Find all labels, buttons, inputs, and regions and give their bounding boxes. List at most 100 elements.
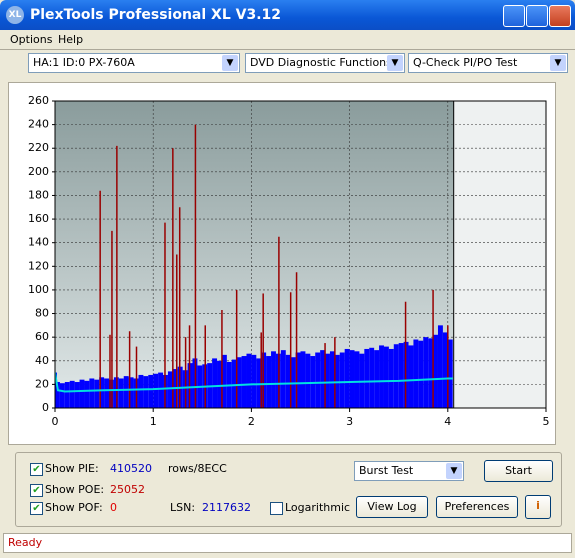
y-tick-label: 160 (28, 212, 49, 225)
y-tick-label: 100 (28, 283, 49, 296)
pie-bar (369, 347, 375, 408)
pie-bar (393, 344, 399, 408)
poe-label: Show POE: (45, 483, 105, 496)
pie-bar (74, 382, 80, 408)
pie-bar (364, 348, 370, 408)
function-select[interactable]: DVD Diagnostic Functions ▼ (245, 53, 405, 73)
pie-bar (442, 332, 448, 408)
pie-bar (418, 340, 424, 408)
menu-item[interactable]: Options (10, 33, 53, 46)
pie-bar (246, 353, 252, 408)
function-text: DVD Diagnostic Functions (250, 56, 392, 69)
pie-bar (413, 339, 419, 408)
pie-bar (153, 373, 159, 408)
x-tick-label: 4 (444, 415, 451, 428)
pie-bar (79, 379, 85, 408)
y-tick-label: 220 (28, 141, 49, 154)
pie-bar (433, 334, 438, 408)
pie-bar (55, 382, 60, 408)
pie-bar (437, 325, 443, 408)
pie-bar (143, 376, 149, 408)
pie-unit: rows/8ECC (168, 462, 227, 475)
x-tick-label: 0 (52, 415, 59, 428)
pie-bar (84, 380, 90, 408)
mode-select[interactable]: Burst Test ▼ (354, 461, 464, 481)
y-tick-label: 40 (35, 354, 49, 367)
drive-text: HA:1 ID:0 PX-760A (33, 56, 135, 69)
pie-bar (295, 352, 301, 408)
pof-checkbox[interactable]: ✔ (30, 502, 43, 515)
y-tick-label: 80 (35, 307, 49, 320)
pie-bar (104, 378, 110, 408)
chart: 0 20 40 60 80 100 120 140 160 180 200 220 240 260 0 1 2 3… (8, 82, 556, 445)
pie-bar (158, 372, 164, 408)
pie-bar (256, 358, 262, 408)
view-log-button[interactable]: View Log (356, 496, 428, 518)
pie-bar (280, 350, 286, 408)
pie-bar (339, 352, 345, 408)
y-tick-label: 20 (35, 377, 49, 390)
pie-bar (428, 338, 434, 408)
minimize-button[interactable] (503, 5, 525, 27)
start-button[interactable]: Start (484, 460, 553, 482)
status-text: Ready (8, 536, 43, 549)
log-label: Logarithmic (285, 501, 351, 514)
y-tick-label: 260 (28, 94, 49, 107)
y-tick-label: 0 (42, 401, 49, 414)
pie-bar (320, 350, 326, 408)
pie-bar (236, 357, 242, 408)
pie-bar (241, 356, 247, 408)
window-title: PlexTools Professional XL V3.12 (30, 7, 282, 23)
y-tick-label: 200 (28, 165, 49, 178)
pie-bar (69, 380, 75, 408)
close-button[interactable] (549, 5, 571, 27)
pie-bar (379, 345, 384, 408)
maximize-button[interactable] (526, 5, 548, 27)
pie-bar (423, 337, 429, 408)
pie-bar (59, 383, 65, 408)
y-tick-label: 140 (28, 236, 49, 249)
drive-select[interactable]: HA:1 ID:0 PX-760A ▼ (28, 53, 240, 73)
lsn-value: 2117632 (202, 501, 251, 514)
unscanned-area (453, 101, 546, 408)
y-tick-label: 120 (28, 259, 49, 272)
pie-bar (408, 345, 414, 408)
x-tick-label: 2 (248, 415, 255, 428)
menu-item[interactable]: Help (58, 33, 84, 46)
pie-bar (167, 371, 173, 408)
pie-bar (315, 352, 321, 408)
pie-bar (344, 348, 350, 408)
preferences-button[interactable]: Preferences (436, 496, 518, 518)
pie-bar (128, 377, 134, 408)
pie-bar (374, 350, 380, 408)
pie-bar (231, 359, 237, 408)
pie-bar (388, 348, 394, 408)
info-button[interactable]: i (525, 495, 551, 519)
pie-bar (266, 356, 272, 408)
pie-checkbox[interactable]: ✔ (30, 463, 43, 476)
pie-bar (148, 374, 154, 408)
pie-bar (398, 343, 404, 408)
x-tick-label: 3 (346, 415, 353, 428)
pie-bar (212, 358, 218, 408)
pof-label: Show POF: (45, 501, 103, 514)
pie-bar (271, 351, 276, 408)
pie-bar (305, 353, 311, 408)
log-checkbox[interactable] (270, 502, 283, 515)
pie-bar (447, 339, 453, 408)
pie-bar (325, 353, 330, 408)
poe-checkbox[interactable]: ✔ (30, 484, 43, 497)
plot-frame (54, 100, 547, 409)
y-tick-label: 60 (35, 330, 49, 343)
x-tick-label: 1 (150, 415, 157, 428)
pie-bar (354, 351, 360, 408)
pie-label: Show PIE: (45, 462, 99, 475)
pie-bar (64, 382, 70, 408)
pie-bar (217, 360, 222, 408)
status-bar (3, 533, 572, 553)
x-tick-label: 5 (543, 415, 550, 428)
lsn-label: LSN: (170, 501, 196, 514)
pie-bar (285, 354, 291, 408)
test-select[interactable]: Q-Check PI/PO Test ▼ (408, 53, 568, 73)
